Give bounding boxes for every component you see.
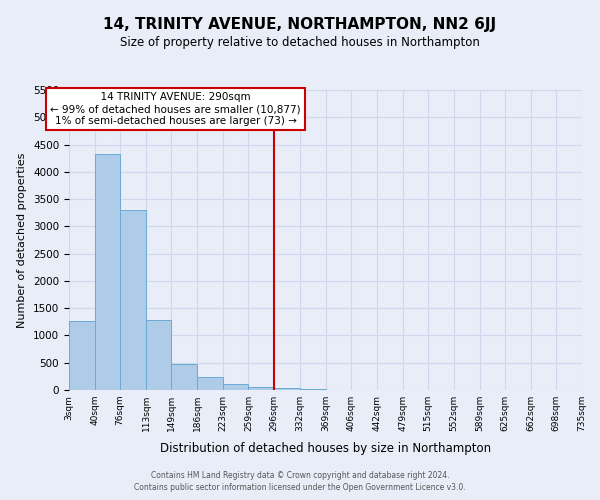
- Y-axis label: Number of detached properties: Number of detached properties: [17, 152, 28, 328]
- Text: Contains public sector information licensed under the Open Government Licence v3: Contains public sector information licen…: [134, 482, 466, 492]
- Bar: [299, 389, 325, 390]
- Text: Contains HM Land Registry data © Crown copyright and database right 2024.: Contains HM Land Registry data © Crown c…: [151, 472, 449, 480]
- Bar: [69, 320, 95, 390]
- Bar: [223, 384, 248, 390]
- Bar: [120, 210, 146, 390]
- Text: 14, TRINITY AVENUE, NORTHAMPTON, NN2 6JJ: 14, TRINITY AVENUE, NORTHAMPTON, NN2 6JJ: [103, 18, 497, 32]
- Text: Size of property relative to detached houses in Northampton: Size of property relative to detached ho…: [120, 36, 480, 49]
- X-axis label: Distribution of detached houses by size in Northampton: Distribution of detached houses by size …: [160, 442, 491, 456]
- Bar: [248, 387, 274, 390]
- Bar: [197, 377, 223, 390]
- Bar: [95, 154, 120, 390]
- Text: 14 TRINITY AVENUE: 290sqm  
← 99% of detached houses are smaller (10,877)
1% of : 14 TRINITY AVENUE: 290sqm ← 99% of detac…: [50, 92, 301, 126]
- Bar: [146, 320, 172, 390]
- Bar: [274, 388, 299, 390]
- Bar: [172, 364, 197, 390]
